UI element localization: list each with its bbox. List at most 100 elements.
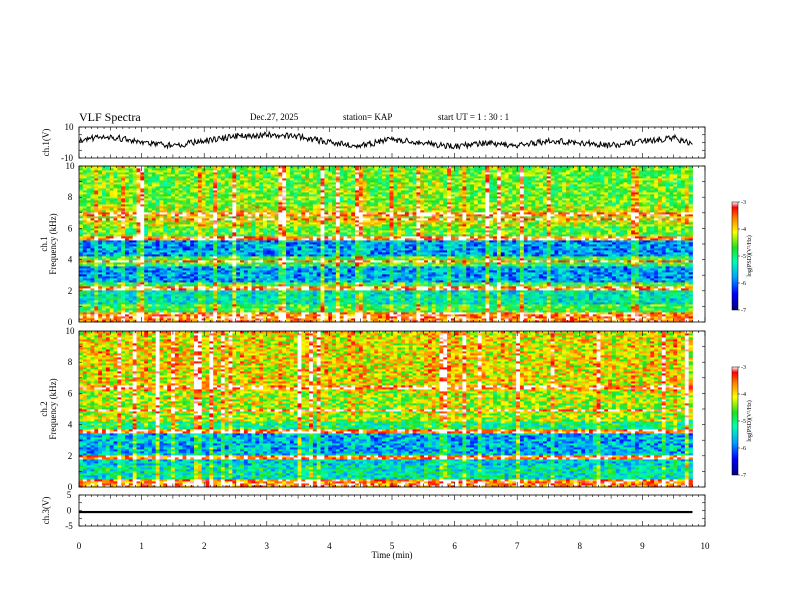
spectrogram-cell [650, 318, 655, 321]
spectrogram-cell [312, 320, 318, 323]
spectrogram-cell [381, 316, 387, 319]
spectrogram-cell [680, 316, 686, 319]
spectrogram-cell [140, 312, 145, 315]
spectrogram-cell [132, 320, 137, 323]
spectrogram-cell [470, 316, 475, 319]
spectrogram-cell [174, 318, 180, 321]
spectrogram-cell [550, 314, 555, 317]
spectrogram-cell [297, 320, 302, 323]
spectrogram-cell [236, 312, 241, 315]
spectrogram-cell [174, 320, 180, 323]
spectrogram-cell [128, 314, 134, 317]
spectrogram-cell [247, 320, 252, 323]
spectrogram-cell [523, 316, 528, 319]
spectrogram-cell [646, 312, 651, 315]
spectrogram-cell [489, 314, 494, 317]
spectrogram-cell [596, 318, 601, 321]
spectrogram-cell [232, 314, 237, 317]
spectrogram-cell [266, 320, 272, 323]
spectrogram-cell [638, 316, 644, 319]
spectrogram-cell [615, 312, 621, 315]
spectrogram-cell [569, 318, 575, 321]
spectrogram-cell [320, 320, 325, 323]
spectrogram-cell [634, 314, 640, 317]
spectrogram-cell [178, 316, 183, 319]
spectrogram-cell [90, 316, 95, 319]
spectrogram-cell [324, 316, 329, 319]
spectrogram-cell [98, 310, 103, 313]
spectrogram-cell [228, 320, 233, 323]
spectrogram-cell [374, 316, 379, 319]
spectrogram-cell [358, 314, 364, 317]
spectrogram-cell [535, 312, 540, 315]
spectrogram-cell [213, 314, 218, 317]
spectrogram-cell [381, 314, 387, 317]
spectrogram-cell [286, 318, 291, 321]
spectrogram-cell [562, 316, 567, 319]
spectrogram-cell [335, 316, 341, 319]
spectrogram-cell [167, 314, 172, 317]
spectrogram-cell [592, 318, 598, 321]
spectrogram-cell [611, 314, 617, 317]
spectrogram-cell [565, 320, 571, 323]
spectrogram-cell [539, 314, 544, 317]
spectrogram-cell [312, 312, 318, 315]
spectrogram-cell [247, 312, 252, 315]
spectrogram-cell [485, 320, 490, 323]
spectrogram-cell [439, 314, 444, 317]
spectrogram-cell [320, 312, 325, 315]
spectrogram-cell [209, 312, 214, 315]
spectrogram-cell [500, 312, 505, 315]
spectrogram-cell [642, 314, 647, 317]
spectrogram-cell [293, 312, 298, 315]
spectrogram-cell [148, 316, 153, 319]
spectrogram-cell [508, 314, 513, 317]
spectrogram-cell [128, 318, 134, 321]
spectrogram-cell [519, 316, 525, 319]
spectrogram-cell [684, 320, 690, 323]
spectrogram-cell [163, 320, 168, 323]
spectrogram-cell [228, 316, 233, 319]
spectrogram-cell [370, 312, 375, 315]
spectrogram-cell [224, 318, 229, 321]
spectrogram-cell [197, 314, 203, 317]
spectrogram-cell [251, 316, 256, 319]
spectrogram-cell [224, 312, 229, 315]
spectrogram-cell [585, 318, 590, 321]
spectrogram-cell [562, 320, 567, 323]
spectrogram-cell [523, 314, 528, 317]
spectrogram-cell [186, 314, 191, 317]
spectrogram-cell [611, 318, 617, 321]
spectrogram-cell [665, 314, 670, 317]
spectrogram-cell [140, 316, 145, 319]
spectrogram-cell [144, 316, 149, 319]
spectrogram-cell [527, 312, 532, 315]
spectrogram-cell [654, 320, 659, 323]
spectrogram-cell [581, 314, 586, 317]
spectrogram-cell [259, 320, 264, 323]
spectrogram-cell [512, 318, 517, 321]
spectrogram-cell [604, 320, 609, 323]
date-label: Dec.27, 2025 [250, 112, 298, 122]
spectrogram-cell [79, 316, 84, 319]
spectrogram-cell [335, 320, 341, 323]
spectrogram-cell [128, 320, 134, 323]
spectrogram-cell [274, 314, 279, 317]
spectrogram-cell [516, 316, 521, 319]
spectrogram-cell [615, 318, 621, 321]
spectrogram-cell [316, 312, 321, 315]
spectrogram-cell [236, 314, 241, 317]
spectrogram-cell [680, 318, 686, 321]
spectrogram-cell [550, 320, 555, 323]
spectrogram-cell [504, 316, 509, 319]
spectrogram-cell [416, 320, 421, 323]
spectrogram-cell [335, 312, 341, 315]
spectrogram-cell [470, 314, 475, 317]
spectrogram-cell [424, 314, 429, 317]
spectrogram-cell [447, 320, 452, 323]
spectrogram-cell [301, 314, 306, 317]
spectrogram-cell [339, 316, 344, 319]
spectrogram-cell [661, 316, 667, 319]
spectrogram-cell [623, 312, 628, 315]
spectrogram-cell [669, 320, 674, 323]
